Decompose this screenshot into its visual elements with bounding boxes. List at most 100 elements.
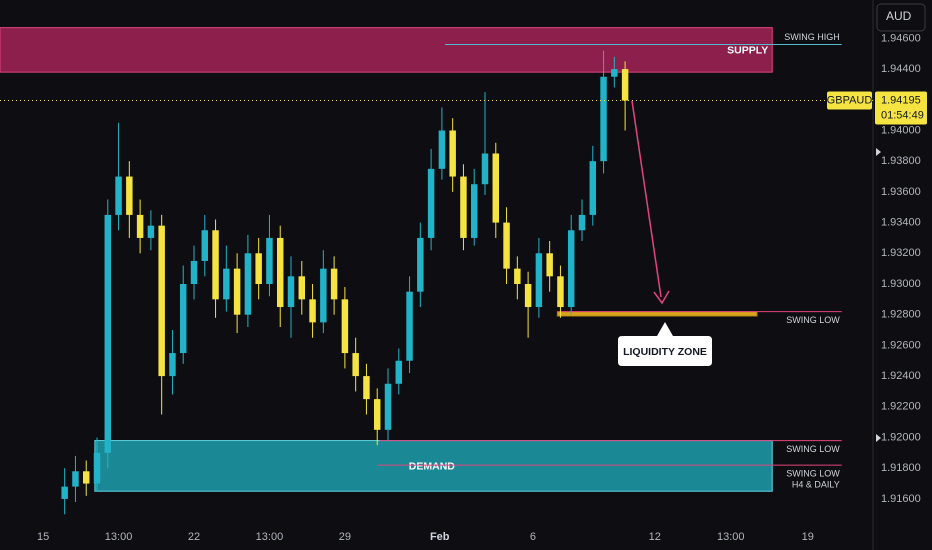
candle-body	[276, 237, 284, 308]
candle-body	[298, 276, 306, 300]
candles	[61, 50, 629, 515]
level-label: H4 & DAILY	[792, 480, 840, 490]
candle-body	[395, 360, 403, 384]
arrow-head	[653, 290, 670, 305]
callout-box	[618, 322, 712, 366]
candle-body	[255, 253, 262, 284]
axes: AUD 1.946001.944001.942001.940001.938001…	[37, 3, 926, 543]
level-label: SWING HIGH	[784, 32, 840, 42]
candle-body	[61, 486, 68, 499]
candle-body	[115, 176, 122, 215]
symbol-label: GBPAUD	[827, 94, 873, 106]
zone-label: DEMAND	[409, 460, 455, 472]
candle-body	[169, 353, 176, 377]
candle-body	[417, 237, 424, 292]
level-label: SWING LOW	[786, 315, 840, 325]
candle-body	[104, 214, 112, 453]
x-tick-label: 6	[530, 531, 536, 543]
candle-body	[503, 222, 510, 269]
candle-body	[449, 130, 456, 177]
candle-body	[158, 225, 165, 377]
x-tick-label: 22	[188, 531, 200, 543]
candle-body	[600, 76, 607, 162]
y-tick-label: 1.93600	[881, 186, 921, 198]
y-tick-label: 1.93000	[881, 278, 921, 290]
callout-label: LIQUIDITY ZONE	[623, 346, 707, 358]
candle-body	[578, 214, 586, 231]
candle-body	[287, 276, 295, 308]
candle-body	[352, 353, 359, 377]
x-tick-label: Feb	[430, 531, 450, 543]
axis-marker	[876, 148, 881, 156]
candle-body	[126, 176, 133, 215]
y-tick-label: 1.92400	[881, 370, 921, 382]
y-tick-label: 1.92200	[881, 401, 921, 413]
candle-body	[438, 130, 446, 169]
zones: SUPPLY DEMAND	[0, 27, 773, 492]
symbol-tag	[827, 91, 872, 110]
candle-body	[589, 161, 597, 215]
candle-body	[244, 253, 252, 315]
y-tick-label: 1.91800	[881, 462, 921, 474]
x-tick-label: 13:00	[717, 531, 745, 543]
candle-body	[470, 184, 478, 238]
candle-body	[72, 471, 79, 487]
candle-body	[546, 253, 553, 277]
candle-body	[621, 69, 629, 101]
price-label: 1.94195	[881, 94, 921, 106]
liquidity-zone	[556, 311, 758, 317]
candle-body	[524, 283, 532, 308]
y-tick-label: 1.91600	[881, 493, 921, 505]
y-tick-label: 1.93400	[881, 216, 921, 228]
candle-body	[201, 230, 209, 261]
x-tick-label: 19	[802, 531, 814, 543]
x-tick-label: 12	[649, 531, 661, 543]
candle-body	[190, 260, 198, 284]
currency-box	[876, 3, 926, 32]
candle-body	[212, 230, 219, 300]
candle-body	[557, 276, 564, 308]
candle-body	[373, 399, 381, 430]
y-tick-label: 1.93200	[881, 247, 921, 259]
candle-body	[460, 176, 467, 238]
candle-body	[492, 153, 500, 223]
y-tick-label: 1.93800	[881, 155, 921, 167]
candle-body	[341, 299, 349, 354]
y-tick-label: 1.94400	[881, 63, 921, 75]
y-tick-label: 1.94600	[881, 32, 921, 44]
axis-marker	[876, 434, 881, 442]
level-label: SWING LOW	[786, 469, 840, 479]
price-line-group: GBPAUD 1.94195 01:54:49	[0, 91, 927, 125]
zone-label: SUPPLY	[727, 44, 768, 56]
candle-body	[363, 376, 370, 400]
x-tick-label: 15	[37, 531, 49, 543]
price-tag	[875, 91, 927, 125]
x-tick-label: 13:00	[105, 531, 133, 543]
candle-body	[93, 452, 101, 484]
candle-body	[223, 268, 230, 300]
x-tick-label: 29	[339, 531, 351, 543]
zone	[0, 27, 773, 73]
candle-body	[330, 268, 338, 300]
candle-body	[384, 383, 392, 430]
candle-body	[514, 268, 521, 284]
y-tick-label: 1.92000	[881, 431, 921, 443]
level-label: SWING LOW	[786, 444, 840, 454]
candle-body	[82, 471, 90, 484]
candle-body	[147, 225, 155, 238]
candle-body	[611, 69, 618, 77]
countdown-label: 01:54:49	[881, 109, 924, 121]
currency: AUD	[886, 9, 912, 23]
candle-body	[406, 291, 413, 361]
y-tick-label: 1.92800	[881, 309, 921, 321]
candle-body	[427, 168, 435, 238]
candle-body	[535, 253, 543, 308]
x-tick-label: 13:00	[256, 531, 284, 543]
candle-body	[233, 268, 241, 315]
candle-body	[266, 237, 273, 284]
candle-body	[136, 214, 144, 238]
overlay: LIQUIDITY ZONE	[618, 100, 712, 366]
